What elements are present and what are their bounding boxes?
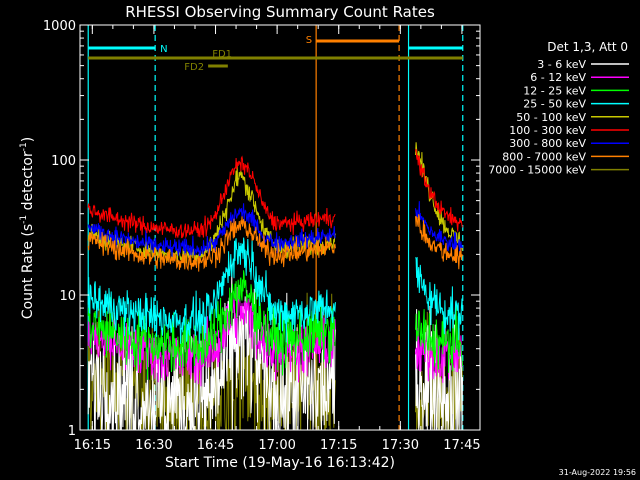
y-tick-label: 100 (51, 154, 76, 169)
x-tick-label: 16:45 (197, 438, 234, 453)
series-line-5-seg0 (87, 155, 336, 239)
series-line-3-seg0 (87, 237, 336, 344)
x-tick-label: 16:30 (135, 438, 172, 453)
flags-layer: N S FD1 FD2 (88, 35, 463, 73)
y-axis-label-part: ) (20, 137, 36, 142)
x-tick-label: 17:00 (258, 438, 295, 453)
y-tick-label: 10 (59, 289, 76, 304)
y-tick-label: 1000 (43, 19, 76, 34)
series-line-3-seg1 (415, 256, 463, 341)
legend-entry-label: 3 - 6 keV (537, 58, 586, 71)
x-axis-label: Start Time (19-May-16 16:13:42) (165, 455, 395, 471)
series-layer (87, 142, 463, 431)
legend-entry-label: 100 - 300 keV (509, 124, 586, 137)
data-gap-layer (335, 25, 414, 430)
series-line-7-seg0 (87, 216, 336, 272)
series-line-0-seg0 (87, 264, 336, 431)
x-tick-label: 17:15 (320, 438, 357, 453)
data-gap (335, 25, 414, 430)
x-tick-label: 17:45 (443, 438, 480, 453)
flag-label-n: N (160, 44, 167, 55)
flag-bar-fd1 (88, 56, 463, 60)
legend-entry-label: 300 - 800 keV (509, 137, 586, 150)
flag-label-s: S (306, 35, 312, 46)
y-axis-label-sup: -1 (19, 142, 29, 151)
generation-stamp: 31-Aug-2022 19:56 (559, 468, 636, 477)
series-line-5-seg1 (415, 148, 463, 232)
y-tick-label: 1 (68, 424, 76, 439)
x-tick-label: 16:15 (74, 438, 111, 453)
plot-frame (79, 24, 481, 431)
y-axis-label-sup: -1 (19, 215, 29, 224)
flag-bar-n (88, 46, 156, 50)
legend-entry-label: 7000 - 15000 keV (488, 164, 586, 177)
series-line-7-seg1 (415, 214, 463, 270)
flag-label-fd2: FD2 (184, 62, 204, 73)
legend-entry-label: 800 - 7000 keV (502, 150, 586, 163)
legend-entry-label: 50 - 100 keV (516, 111, 586, 124)
y-axis-label: Count Rate (s-1 detector-1) (19, 137, 36, 319)
flag-bar-n (408, 46, 463, 50)
flag-label-fd1: FD1 (212, 49, 232, 60)
legend-header: Det 1,3, Att 0 (547, 40, 628, 54)
y-axis-label-part: Count Rate (s (20, 224, 36, 319)
flag-bar-fd2 (208, 64, 228, 68)
series-line-6-seg1 (415, 201, 463, 257)
y-axis-label-part: detector (20, 151, 36, 215)
x-axis-ticks: 16:15 16:30 16:45 17:00 17:15 17:30 17:45 (74, 25, 481, 453)
series-line-2-seg1 (415, 302, 463, 373)
legend-entry-label: 25 - 50 keV (523, 98, 586, 111)
y-axis-ticks: 1 10 100 1000 (43, 19, 480, 439)
flag-bar-s (316, 39, 400, 43)
legend-entry-label: 6 - 12 keV (530, 71, 586, 84)
x-tick-label: 17:30 (382, 438, 419, 453)
chart-title: RHESSI Observing Summary Count Rates (125, 3, 435, 21)
legend-entry-label: 12 - 25 keV (523, 84, 586, 97)
